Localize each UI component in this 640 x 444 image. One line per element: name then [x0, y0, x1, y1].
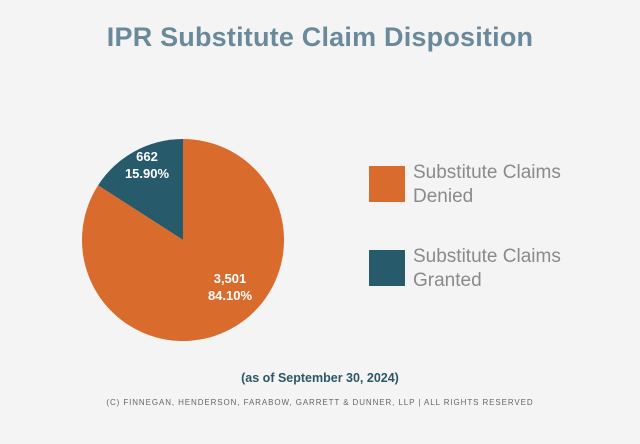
date-note: (as of September 30, 2024): [241, 371, 399, 385]
legend-label-denied: Substitute Claims Denied: [413, 162, 561, 207]
slice-granted-value-label: 662: [136, 149, 158, 164]
chart-title: IPR Substitute Claim Disposition: [106, 22, 534, 52]
slice-granted: [98, 139, 183, 240]
legend-label-granted: Substitute Claims Granted: [413, 246, 561, 291]
legend-swatch-denied: [369, 166, 405, 202]
slice-granted-percent-label: 15.90%: [125, 166, 170, 181]
slice-denied-percent-label: 84.10%: [208, 288, 253, 303]
copyright-notice: (C) FINNEGAN, HENDERSON, FARABOW, GARRET…: [106, 398, 534, 407]
slice-denied: [82, 139, 285, 341]
legend-swatch-granted: [369, 250, 405, 286]
slice-denied-value-label: 3,501: [214, 271, 247, 286]
